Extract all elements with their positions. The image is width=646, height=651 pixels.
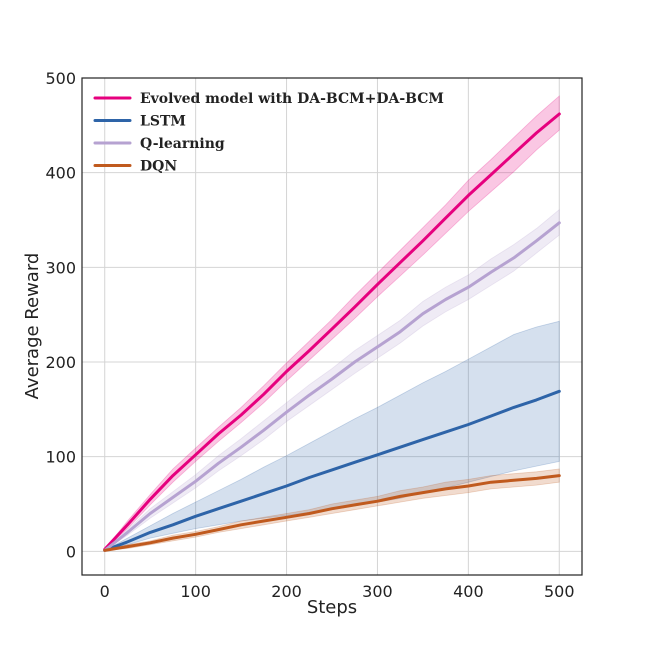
x-tick-label: 100 (180, 582, 211, 601)
x-tick-label: 300 (362, 582, 393, 601)
y-tick-label: 300 (45, 258, 76, 277)
legend-label: DQN (140, 159, 177, 175)
y-axis-title: Average Reward (22, 253, 43, 400)
series-line-evolved-model-with-da-bcm-da-bcm (103, 112, 561, 551)
y-tick-label: 400 (45, 164, 76, 183)
legend-label: Q-learning (140, 136, 225, 152)
legend-label: Evolved model with DA-BCM+DA-BCM (140, 91, 444, 107)
y-tick-label: 500 (45, 69, 76, 88)
series-lines (103, 112, 561, 552)
legend-label: LSTM (140, 114, 186, 130)
x-tick-label: 500 (544, 582, 575, 601)
x-axis-title: Steps (307, 597, 357, 618)
legend: Evolved model with DA-BCM+DA-BCM LSTM Q-le… (93, 91, 444, 175)
y-tick-label: 200 (45, 353, 76, 372)
series-line-dqn (103, 474, 561, 552)
series-line-q-learning (103, 221, 561, 552)
y-tick-label: 100 (45, 448, 76, 467)
plot-frame (81, 77, 583, 576)
series-line-lstm (103, 389, 561, 552)
x-tick-label: 200 (271, 582, 302, 601)
x-tick-label: 400 (453, 582, 484, 601)
x-tick-label: 0 (100, 582, 110, 601)
y-tick-label: 0 (66, 542, 76, 561)
tick-labels: 0 100 200 300 400 500 0 100 200 300 400 500 (45, 69, 574, 601)
